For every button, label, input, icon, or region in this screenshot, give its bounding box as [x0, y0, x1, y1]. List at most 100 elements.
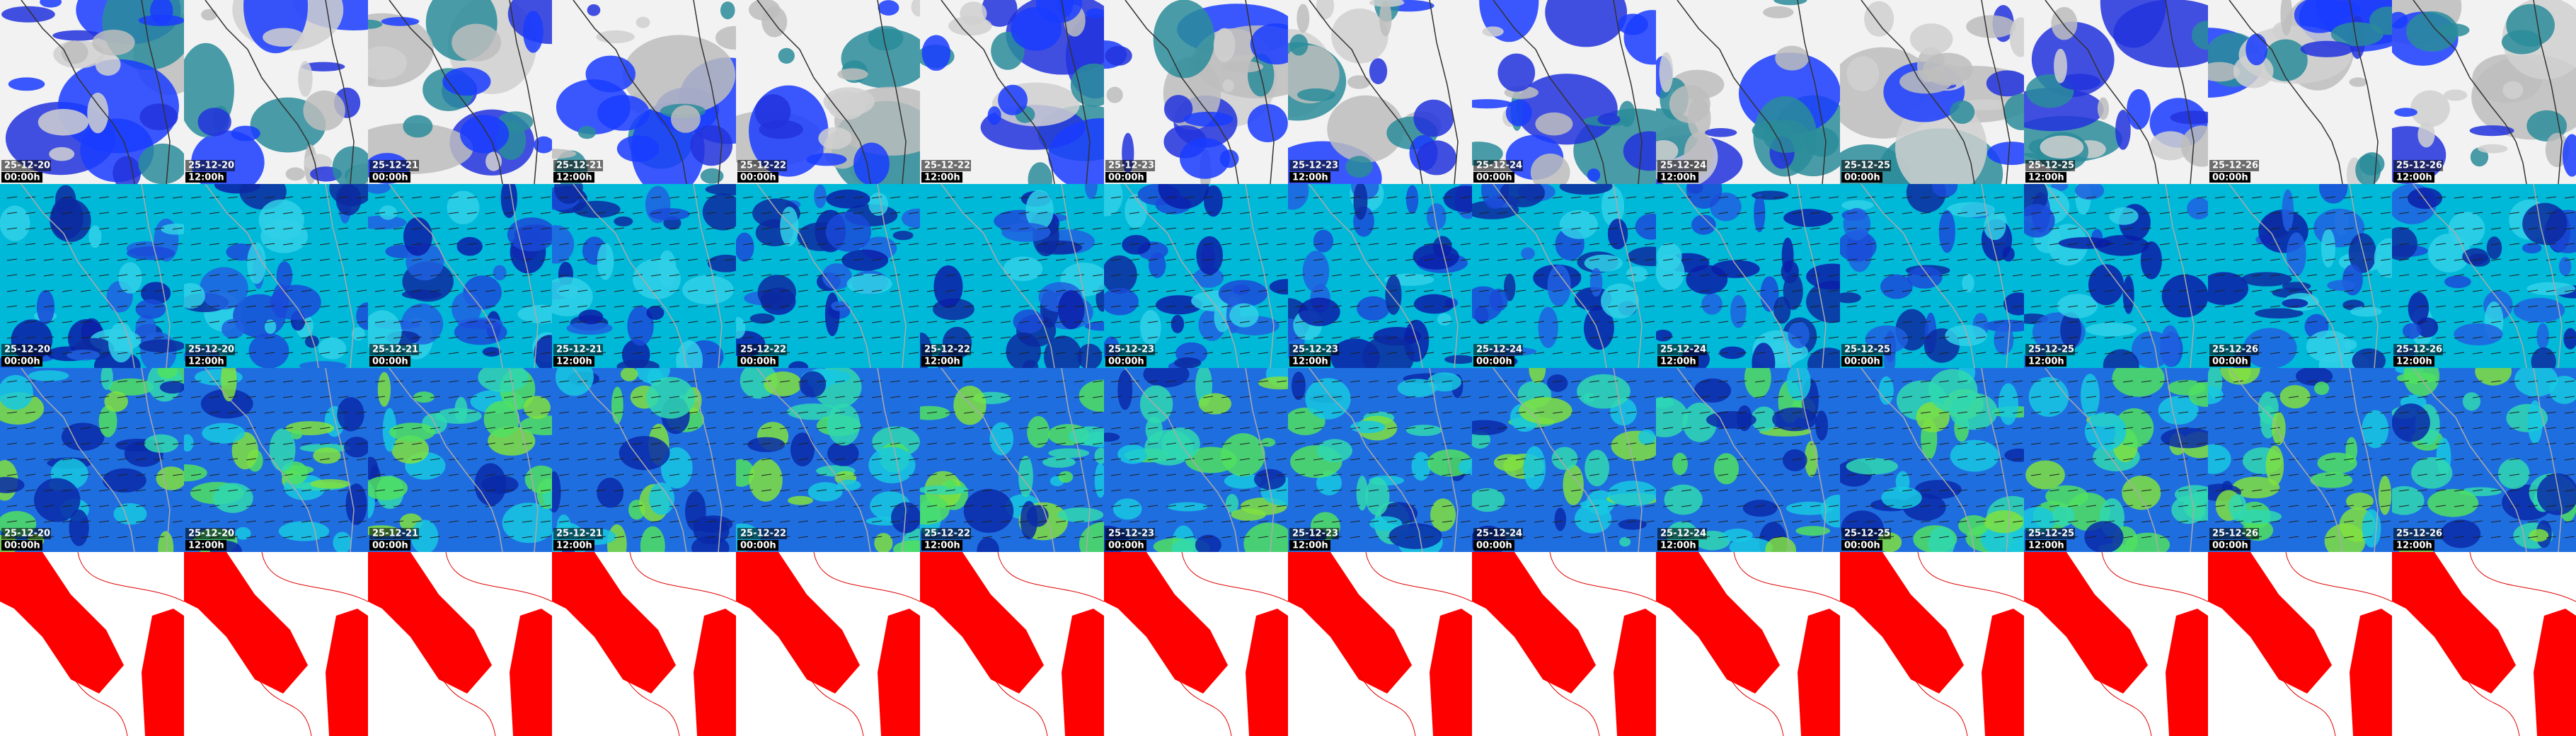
wind-barb	[2490, 489, 2502, 492]
wind-barb	[2490, 212, 2502, 214]
field-blob	[2513, 297, 2565, 323]
wind-barb	[117, 473, 128, 476]
wind-barb	[2398, 427, 2410, 430]
wind-barb	[227, 212, 238, 214]
field-blob	[2462, 248, 2488, 265]
map-cell	[2392, 0, 2576, 184]
wind-barb	[1681, 442, 1692, 445]
wind-barb	[1865, 258, 1876, 261]
wind-barb	[1736, 442, 1747, 445]
wind-barb	[1570, 442, 1582, 445]
wind-barb	[1423, 520, 1434, 523]
field-blob	[270, 284, 321, 320]
wind-barb	[1552, 289, 1563, 292]
wind-barb	[2030, 458, 2042, 461]
wind-barb	[2196, 227, 2207, 230]
wind-barb	[2104, 243, 2115, 246]
wind-barb	[669, 289, 680, 292]
wind-barb	[540, 352, 551, 355]
wind-barb	[1000, 489, 1011, 492]
wind-barb	[2122, 227, 2134, 230]
land	[2166, 609, 2208, 736]
coastline	[389, 184, 503, 368]
wind-barb	[1644, 321, 1655, 323]
wind-barb	[1773, 427, 1784, 430]
wind-barb	[1662, 336, 1674, 339]
wind-barb	[1846, 442, 1858, 445]
wind-barb	[1957, 505, 1968, 507]
wind-barb	[1626, 536, 1637, 539]
field-blob	[1006, 332, 1041, 368]
wind-barb	[319, 305, 330, 308]
wind-barb	[1258, 196, 1269, 199]
wind-barb	[2362, 442, 2373, 445]
wind-barb	[2141, 352, 2152, 355]
coastline	[693, 368, 723, 552]
wind-barb	[1368, 536, 1379, 539]
field-blob	[837, 479, 861, 491]
wind-barb	[2435, 305, 2446, 308]
wind-barb	[1736, 352, 1747, 355]
isobar	[1733, 552, 1840, 602]
wind-barb	[1662, 212, 1674, 214]
wind-barb	[466, 352, 478, 355]
wind-barb	[2472, 396, 2483, 398]
wind-barb	[1699, 520, 1710, 523]
wind-barb	[430, 289, 441, 292]
wind-barb	[614, 305, 625, 308]
wind-barb	[154, 396, 165, 398]
field-blob	[597, 243, 614, 280]
wind-barb	[558, 196, 570, 199]
field-blob	[212, 483, 253, 513]
wind-barb	[2178, 427, 2189, 430]
wind-barb	[1386, 458, 1398, 461]
wind-barb	[430, 258, 441, 261]
wind-barb	[1405, 352, 1416, 355]
wind-barb	[1828, 258, 1839, 261]
wind-barb	[1607, 442, 1618, 445]
map-cell	[920, 0, 1104, 184]
wind-barb	[2380, 305, 2391, 308]
wind-barb	[614, 396, 625, 398]
time-label-bg	[2025, 356, 2066, 367]
wind-barb	[2141, 289, 2152, 292]
wind-barb	[2141, 212, 2152, 214]
wind-barb	[1699, 396, 1710, 398]
coastline	[2413, 368, 2527, 552]
wind-barb	[1994, 196, 2005, 199]
wind-barb	[301, 212, 312, 214]
wind-barb	[2012, 427, 2023, 430]
map-cell	[2208, 552, 2392, 736]
wind-barb	[1239, 536, 1250, 539]
field-blob	[814, 184, 827, 209]
wind-barb	[2490, 505, 2502, 507]
field-blob	[108, 378, 154, 396]
wind-barb	[2086, 289, 2097, 292]
wind-barb	[1810, 473, 1821, 476]
wind-barb	[1092, 489, 1103, 492]
field-blob	[2084, 521, 2124, 552]
wind-barb	[1846, 336, 1858, 339]
wind-barb	[926, 258, 938, 261]
land	[694, 609, 736, 736]
wind-barb	[2049, 396, 2060, 398]
field-blob	[596, 30, 635, 44]
wind-barb	[25, 321, 36, 323]
wind-barb	[1865, 505, 1876, 507]
field-blob	[1618, 100, 1635, 127]
wind-barb	[1570, 336, 1582, 339]
wind-barb	[1718, 411, 1729, 414]
wind-barb	[2122, 289, 2134, 292]
wind-barb	[742, 473, 754, 476]
field-blob	[1691, 214, 1716, 235]
field-blob	[1011, 6, 1062, 51]
wind-barb	[1754, 336, 1766, 339]
field-blob	[553, 184, 583, 205]
wind-barb	[1478, 321, 1490, 323]
wind-barb	[2030, 380, 2042, 383]
field-blob	[2054, 48, 2067, 84]
wind-barb	[926, 520, 938, 523]
wind-barb	[2417, 442, 2428, 445]
wind-barb	[2306, 396, 2318, 398]
wind-barb	[816, 243, 827, 246]
